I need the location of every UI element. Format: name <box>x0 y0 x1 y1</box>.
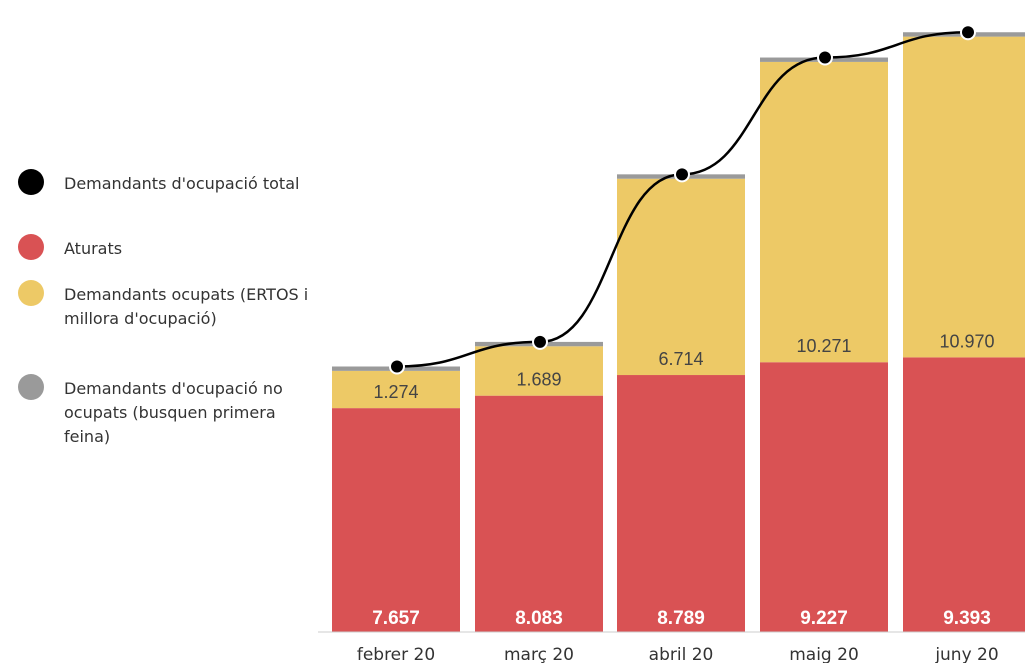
x-tick-label: maig 20 <box>789 645 859 663</box>
x-tick-label: abril 20 <box>649 645 714 663</box>
data-label-aturats: 8.083 <box>515 608 563 629</box>
legend-swatch <box>18 234 44 260</box>
legend-item-total: Demandants d'ocupació total <box>18 169 314 196</box>
data-label-ocupats: 1.689 <box>516 370 561 390</box>
total-point <box>532 333 548 350</box>
legend-item-no-ocupats: Demandants d'ocupació no ocupats (busque… <box>18 374 314 449</box>
data-label-aturats: 7.657 <box>372 608 420 629</box>
data-label-ocupats: 1.274 <box>373 382 418 402</box>
chart-legend: Demandants d'ocupació total Aturats Demand… <box>0 0 318 663</box>
total-point <box>817 49 833 66</box>
x-tick-label: febrer 20 <box>357 645 435 663</box>
bar-ocupats <box>760 61 888 363</box>
bar-ocupats <box>903 36 1025 358</box>
bar-aturats <box>617 375 745 632</box>
data-label-ocupats: 10.271 <box>796 336 851 356</box>
total-point <box>674 166 690 183</box>
bar-ocupats <box>332 370 460 409</box>
x-tick-label: març 20 <box>504 645 574 663</box>
bar-aturats <box>760 362 888 632</box>
legend-swatch <box>18 280 44 306</box>
bar-aturats <box>332 408 460 632</box>
legend-swatch <box>18 374 44 400</box>
legend-swatch <box>18 169 44 195</box>
legend-label: Demandants d'ocupació total <box>64 174 300 193</box>
bar-aturats <box>903 357 1025 632</box>
legend-item-aturats: Aturats <box>18 234 314 261</box>
x-tick-label: juny 20 <box>934 645 998 663</box>
data-label-aturats: 8.789 <box>657 608 705 629</box>
legend-item-ocupats: Demandants ocupats (ERTOS i millora d'oc… <box>18 280 314 331</box>
legend-label: Aturats <box>64 239 123 258</box>
bar-ocupats <box>617 178 745 376</box>
total-point <box>389 358 405 375</box>
legend-label: Demandants d'ocupació no ocupats (busque… <box>64 379 283 446</box>
data-label-aturats: 9.393 <box>943 608 991 629</box>
data-label-ocupats: 6.714 <box>658 349 703 369</box>
legend-label: Demandants ocupats (ERTOS i millora d'oc… <box>64 285 309 328</box>
data-label-aturats: 9.227 <box>800 608 848 629</box>
total-point <box>960 24 976 41</box>
data-label-ocupats: 10.970 <box>939 331 994 351</box>
bar-aturats <box>475 395 603 632</box>
bar-ocupats <box>475 346 603 396</box>
